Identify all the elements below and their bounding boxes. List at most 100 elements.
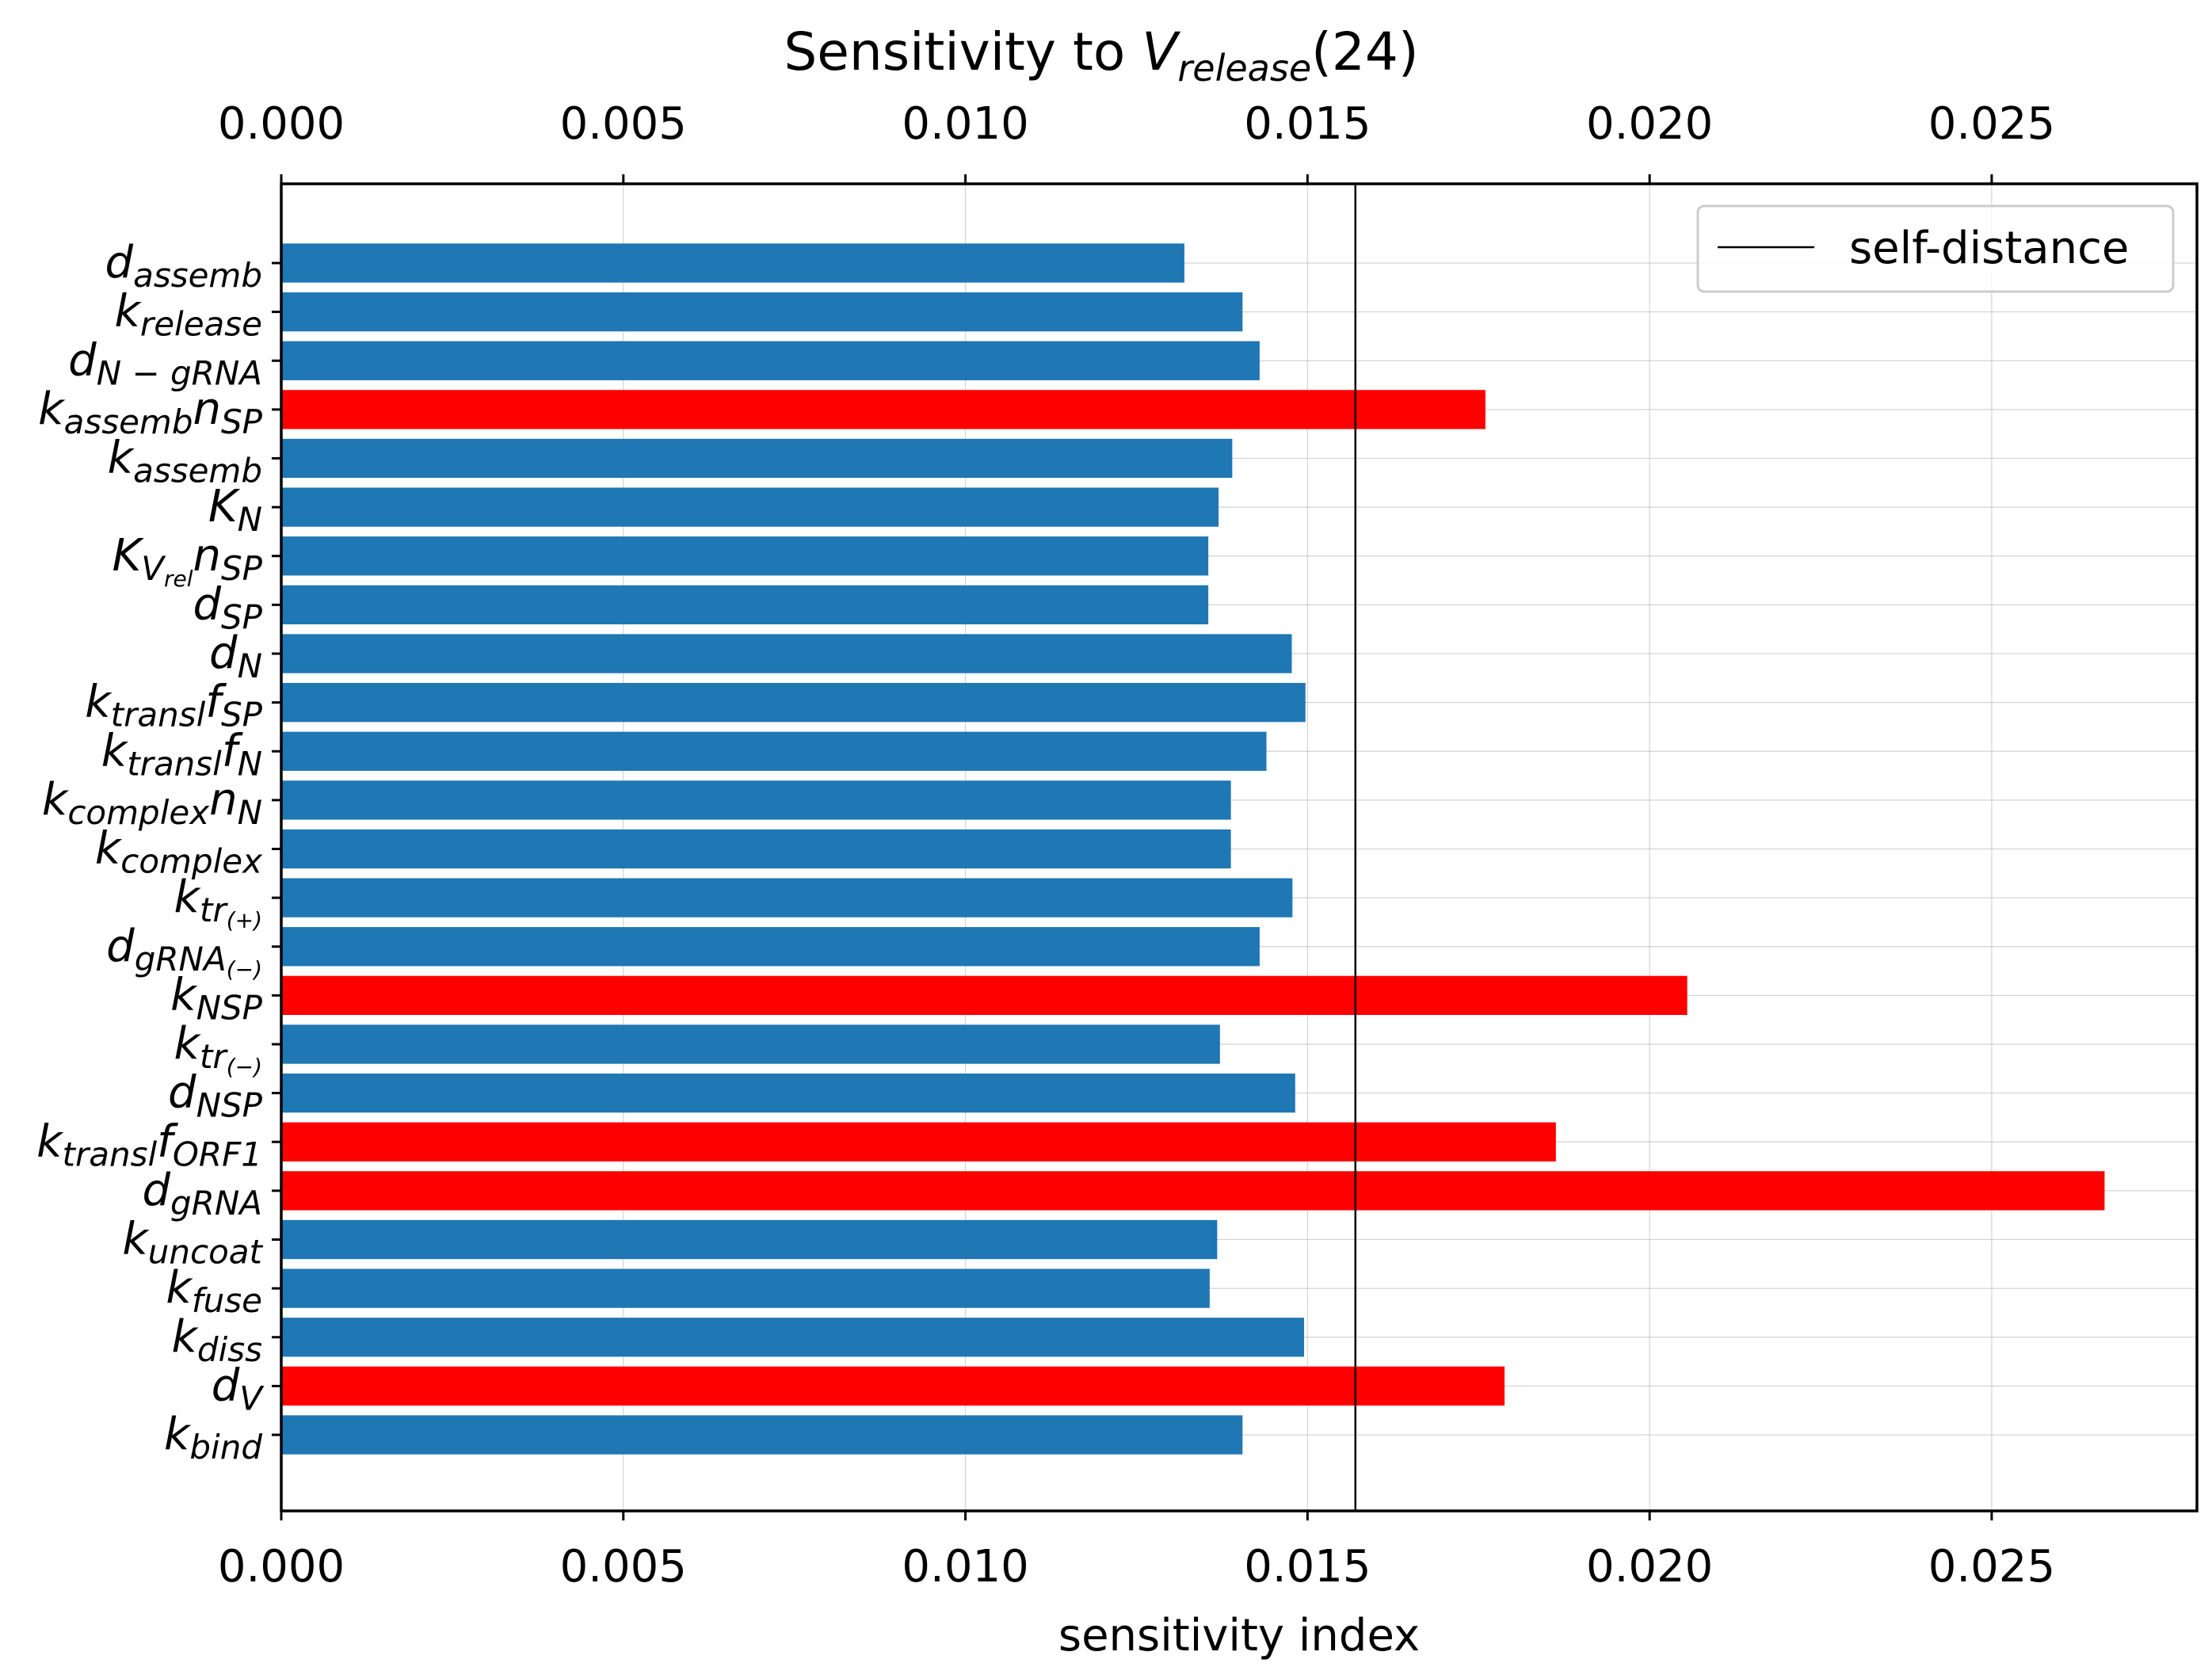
- y-tick-label: dSP​: [193, 578, 262, 636]
- label-base: k: [101, 725, 129, 776]
- label-base: k: [164, 1409, 192, 1460]
- label-subscript: tr: [200, 1037, 228, 1076]
- label-base: d: [105, 237, 134, 288]
- label-base: d: [142, 1165, 170, 1216]
- bar-k-vrel-n-sp: [281, 536, 1209, 576]
- label-base: d: [106, 921, 135, 972]
- top-x-tick-label: 0.020: [1586, 98, 1713, 150]
- label-base: k: [38, 383, 66, 435]
- bar-k-transl-f-orf1: [281, 1122, 1556, 1162]
- legend-label: self-distance: [1849, 223, 2129, 274]
- label-base: k: [174, 872, 202, 923]
- label-subscript: NSP: [196, 1086, 263, 1125]
- label-base: d: [193, 578, 221, 630]
- bottom-x-axis: 0.000 0.005 0.010 0.015 0.020 0.025: [218, 1511, 2055, 1593]
- y-tick-label: kdiss​: [171, 1311, 262, 1369]
- label-subscript: transl: [127, 744, 222, 783]
- y-tick-label: kcomplex​nN​: [42, 774, 262, 832]
- label-subscript: V: [239, 1379, 265, 1417]
- label-subscript: uncoat: [148, 1233, 264, 1272]
- label-base: K: [208, 481, 241, 532]
- label-subscript: NSP: [196, 988, 263, 1027]
- label-subscript: gRNA: [135, 940, 227, 978]
- label-base: k: [85, 677, 113, 728]
- bar-d-n-grna: [281, 341, 1260, 380]
- bar-k-uncoat: [281, 1219, 1218, 1260]
- bar-k-diss: [281, 1318, 1305, 1357]
- title-suffix: (24): [1311, 21, 1418, 82]
- label-subscript: diss: [197, 1330, 262, 1369]
- label-base: n: [193, 383, 222, 435]
- label-subscript: SP: [221, 402, 263, 441]
- label-subscript: ORF1: [173, 1135, 262, 1173]
- label-base: k: [171, 1311, 199, 1363]
- label-base: n: [209, 774, 238, 826]
- label-base: d: [212, 1360, 240, 1411]
- y-tick-label: ktr(+)​: [174, 872, 263, 933]
- label-subscript: transl: [111, 696, 206, 734]
- bar-d-assemb: [281, 243, 1184, 283]
- bar-d-grna: [281, 1171, 2105, 1211]
- bar-k-complex-n-n: [281, 780, 1231, 820]
- top-x-tick-label: 0.025: [1928, 98, 2055, 150]
- label-base: n: [193, 530, 222, 582]
- bottom-x-tick-label: 0.005: [560, 1541, 687, 1593]
- chart-title: Sensitivity to Vrelease(24): [784, 21, 1418, 90]
- bar-k-release: [281, 292, 1243, 332]
- y-tick-label: ktransl​fORF1​: [36, 1116, 262, 1173]
- label-subscript: tr: [200, 891, 228, 929]
- label-subscript: gRNA: [170, 1184, 262, 1223]
- top-x-tick-label: 0.010: [902, 98, 1028, 150]
- label-subscript: V: [141, 549, 166, 588]
- label-base: k: [95, 823, 123, 875]
- top-x-axis: 0.000 0.005 0.010 0.015 0.020 0.025: [218, 98, 2055, 184]
- y-tick-label: kassemb​: [108, 433, 262, 490]
- top-x-tick-label: 0.000: [218, 98, 345, 150]
- bottom-x-tick-label: 0.025: [1928, 1541, 2055, 1593]
- label-subscript: SP: [221, 597, 263, 636]
- y-tick-label: kfuse​: [166, 1262, 262, 1320]
- label-subscript: N: [238, 500, 262, 539]
- label-base: k: [36, 1116, 64, 1167]
- label-subscript: release: [140, 305, 262, 344]
- y-tick-label: dN​: [209, 628, 262, 685]
- title-prefix: Sensitivity to: [784, 21, 1142, 82]
- label-subscript: SP: [221, 549, 263, 588]
- label-base: k: [122, 1214, 150, 1265]
- label-sub-subscript: (+): [227, 907, 262, 933]
- y-tick-label: kcomplex​: [95, 823, 263, 881]
- label-subscript: complex: [67, 793, 210, 832]
- bottom-x-tick-label: 0.020: [1586, 1541, 1713, 1593]
- bottom-x-tick-label: 0.015: [1244, 1541, 1371, 1593]
- label-subscript: complex: [120, 842, 263, 881]
- x-axis-label: sensitivity index: [1058, 1610, 1420, 1661]
- label-base: d: [68, 334, 97, 386]
- bar-k-tr-: [281, 878, 1293, 917]
- label-base: K: [113, 530, 145, 582]
- bar-k-assemb: [281, 438, 1233, 479]
- label-base: k: [166, 1262, 193, 1314]
- plot-frame: [280, 182, 2199, 1513]
- y-tick-label: dNSP​: [168, 1067, 263, 1125]
- label-sub-subscript: rel: [164, 566, 193, 592]
- bar-k-bind: [281, 1415, 1243, 1455]
- label-subscript: assemb: [64, 402, 193, 441]
- label-subscript: fuse: [192, 1281, 262, 1320]
- y-tick-label: dN − gRNA​: [68, 334, 262, 392]
- top-x-tick-label: 0.015: [1244, 98, 1371, 150]
- bottom-x-tick-label: 0.010: [902, 1541, 1028, 1593]
- label-base: k: [170, 969, 198, 1020]
- bottom-x-tick-label: 0.000: [218, 1541, 345, 1593]
- title-subscript: release: [1177, 47, 1311, 90]
- label-subscript: N: [238, 744, 262, 783]
- bar-k-transl-f-n: [281, 731, 1267, 771]
- label-base: k: [108, 433, 135, 484]
- label-subscript: N: [238, 647, 262, 685]
- label-subscript: N: [238, 793, 262, 832]
- y-tick-label: kNSP​: [170, 969, 263, 1027]
- label-subscript: transl: [63, 1135, 158, 1173]
- y-tick-label: dgRNA(−)​: [106, 921, 262, 982]
- label-subscript: assemb: [133, 452, 262, 490]
- label-base: k: [174, 1018, 202, 1070]
